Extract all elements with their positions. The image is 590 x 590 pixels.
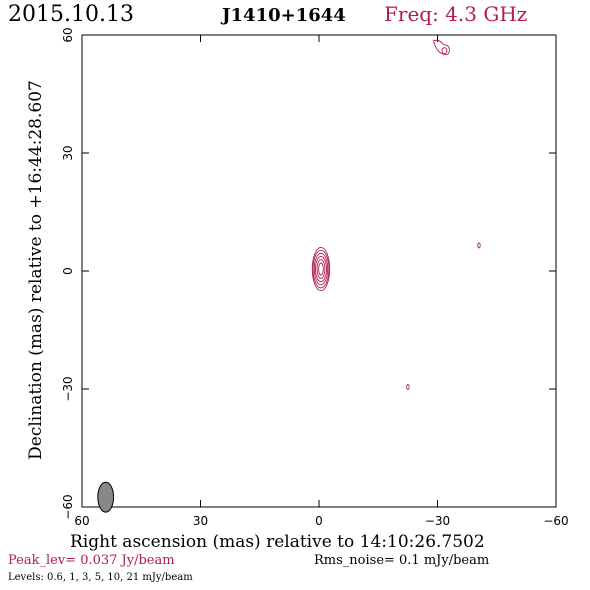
x-tick-label: −30 [425,514,450,528]
axis-ticks [81,34,557,508]
y-axis-label: Declination (mas) relative to +16:44:28.… [26,80,46,460]
y-tick-label: 30 [61,145,75,160]
x-tick-label: 60 [74,514,89,528]
contour-north-blob [432,39,450,56]
contours [311,39,481,390]
y-tick-label: 0 [61,267,75,275]
beam-ellipse [97,481,115,513]
beam-shape [97,481,115,513]
contour-core [318,262,324,276]
contour-north-blob-inner [441,47,448,55]
x-tick-label: 30 [193,514,208,528]
contour-east-blob [477,242,481,249]
x-tick-label: 0 [315,514,323,528]
x-tick-label: −60 [543,514,568,528]
contour-core [314,255,327,283]
contour-core [316,259,326,279]
peak-level: Peak_lev= 0.037 Jy/beam [8,553,175,568]
y-tick-label: −60 [61,494,75,519]
contour-levels: Levels: 0.6, 1, 3, 5, 10, 21 mJy/beam [8,572,193,583]
contour-core [311,246,331,292]
contour-core [313,252,329,286]
y-tick-label: −30 [61,376,75,401]
contour-core [312,249,330,289]
y-tick-label: 60 [61,27,75,42]
y-tick-labels: 60 30 0 −30 −60 [61,27,75,519]
frequency-label: Freq: 4.3 GHz [384,2,528,26]
contour-south-blob [406,384,410,390]
x-axis-label: Right ascension (mas) relative to 14:10:… [70,532,485,552]
observation-date: 2015.10.13 [8,2,134,27]
source-name: J1410+1644 [222,5,346,26]
x-tick-labels: 60 30 0 −30 −60 [74,514,568,528]
rms-noise: Rms_noise= 0.1 mJy/beam [314,553,490,568]
